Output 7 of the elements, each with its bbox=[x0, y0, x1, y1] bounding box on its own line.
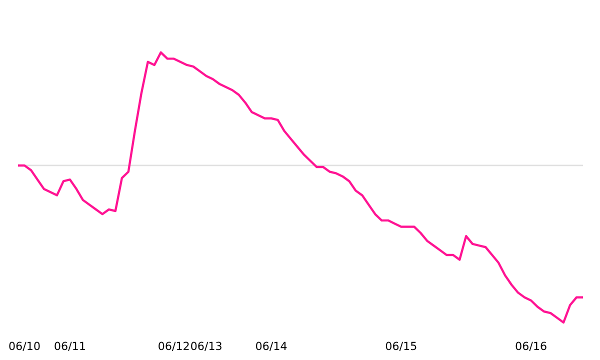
x-tick-label: 06/11 bbox=[54, 342, 85, 352]
x-tick-label: 06/16 bbox=[516, 342, 546, 352]
x-tick-label: 06/13 bbox=[191, 342, 222, 352]
x-tick-label: 06/10 bbox=[9, 342, 40, 352]
x-tick-label: 06/15 bbox=[386, 342, 416, 352]
x-tick-label: 06/12 bbox=[158, 342, 189, 352]
x-tick-label: 06/14 bbox=[256, 342, 287, 352]
